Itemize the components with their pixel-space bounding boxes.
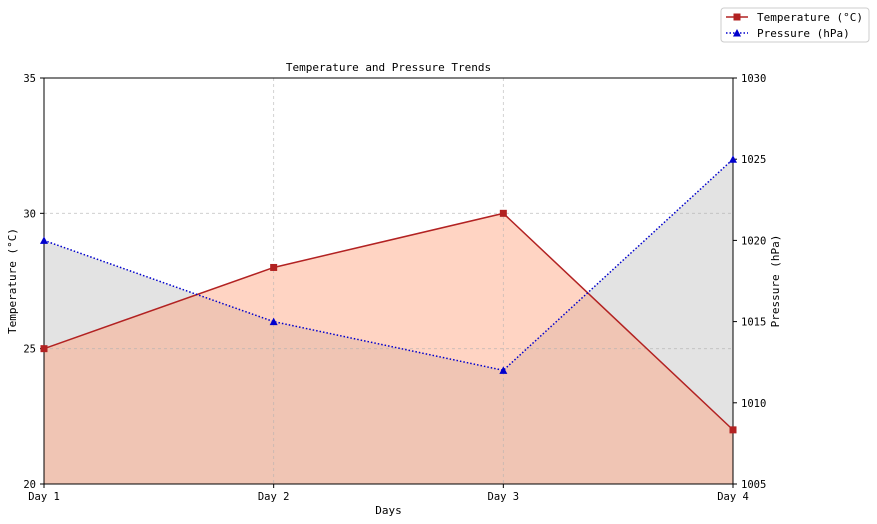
series-line-temperature-c [43,212,734,431]
grid-lines [44,78,733,484]
chart-title: Temperature and Pressure Trends [286,61,491,74]
series-line-pressure-hpa [43,158,734,372]
legend-box [720,7,870,43]
y-right-tick-label-1005: 1005 [741,479,766,491]
y-right-tick-label-1020: 1020 [741,235,766,247]
x-tick-label-day-4: Day 4 [717,491,749,503]
series-lines [43,158,734,431]
y-axis-right-label: Pressure (hPa) [769,235,782,328]
y-left-tick-label-25: 25 [23,344,36,356]
series-markers [40,155,737,434]
y-right-tick-label-1015: 1015 [741,317,766,329]
pressure-marker-day-2 [269,317,278,326]
plot-frame [43,77,734,485]
legend-temperature-label: Temperature (°C) [757,11,863,24]
y-axis-left-label: Temperature (°C) [6,228,19,334]
y-left-tick-label-30: 30 [23,208,36,220]
y-right-tick-label-1025: 1025 [741,154,766,166]
legend-pressure-triangle-icon [733,29,741,37]
area-fill-pressure-hpa [44,159,733,484]
legend: Temperature (°C) Pressure (hPa) [720,7,870,43]
y-right-tick-label-1030: 1030 [741,73,766,85]
axis-ticks: Day 1 Day 2 Day 3 Day 4 20 25 30 35 1005 1010 1015… [23,73,766,503]
x-tick-label-day-2: Day 2 [258,491,290,503]
y-left-tick-label-35: 35 [23,73,36,85]
x-tick-label-day-3: Day 3 [488,491,520,503]
pressure-marker-day-4 [729,155,737,163]
temperature-marker-day-4 [729,426,737,434]
y-left-tick-label-20: 20 [23,479,36,491]
pressure-marker-day-1 [40,236,48,244]
temperature-marker-day-1 [40,345,48,353]
pressure-marker-day-3 [499,366,508,374]
x-axis-label: Days [375,504,402,517]
legend-temperature-square-icon [733,13,741,21]
area-fills [44,159,733,485]
temperature-marker-day-3 [499,209,507,217]
x-tick-label-day-1: Day 1 [28,491,60,503]
y-right-tick-label-1010: 1010 [741,398,766,410]
legend-pressure-label: Pressure (hPa) [757,27,850,40]
temperature-marker-day-2 [270,263,278,271]
